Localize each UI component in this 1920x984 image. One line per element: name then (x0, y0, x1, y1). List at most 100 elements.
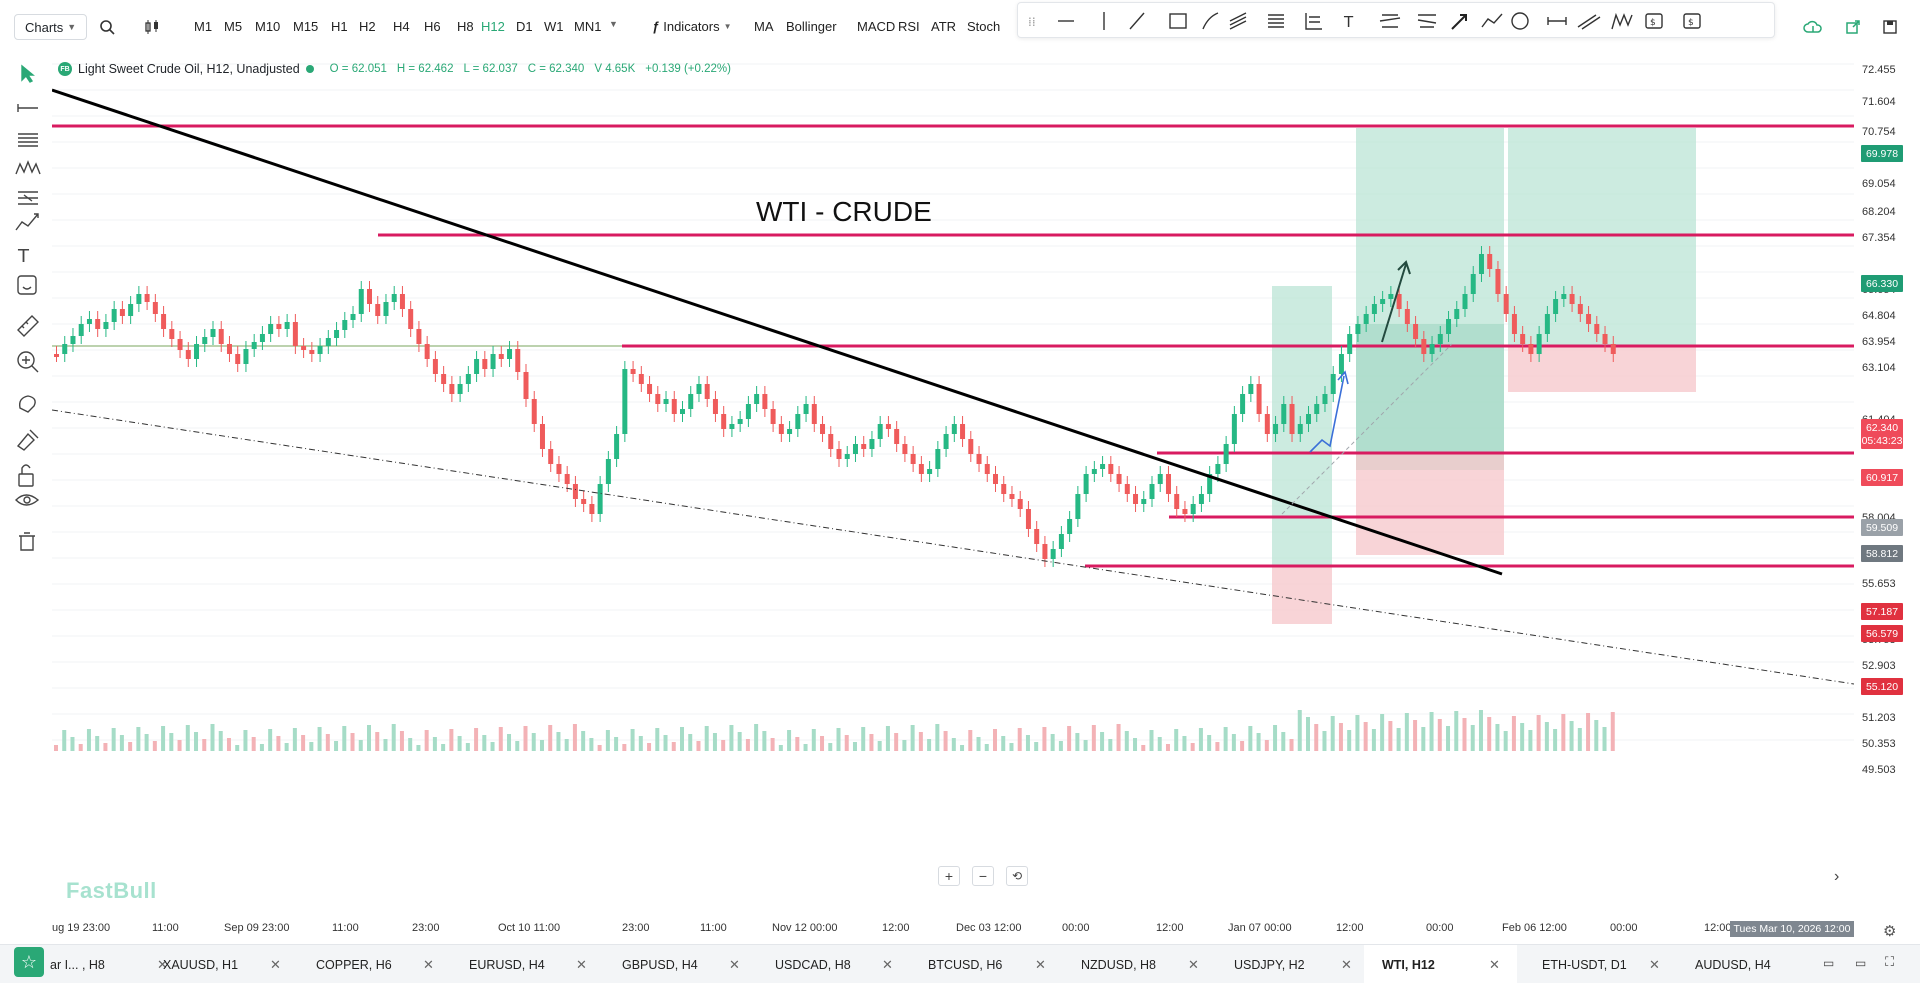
candle-body (572, 484, 578, 499)
volume-bar (762, 731, 767, 751)
cloud-icon[interactable] (1803, 17, 1823, 37)
left-tool-icons[interactable]: T (0, 54, 52, 614)
volume-bar (1594, 720, 1599, 751)
timeframe-h4[interactable]: H4 (393, 19, 410, 34)
candle-type-icon[interactable] (142, 17, 162, 37)
candle-body (943, 434, 949, 449)
volume-bar (539, 740, 544, 751)
indicator-atr[interactable]: ATR (931, 19, 957, 34)
close-icon[interactable]: ✕ (157, 956, 168, 972)
volume-bar (712, 733, 717, 751)
symbol-tab[interactable]: COPPER, H6 ✕ (298, 945, 451, 984)
candle-body (976, 454, 982, 464)
minimize-icon[interactable]: ▭ (1855, 956, 1867, 970)
timeframe-h1[interactable]: H1 (331, 19, 348, 34)
timeframe-mn1[interactable]: MN1 (574, 19, 602, 34)
close-icon[interactable]: ✕ (729, 956, 740, 972)
zoom-out-button[interactable]: − (972, 866, 994, 886)
volume-bar (885, 726, 890, 751)
timeframe-w1[interactable]: W1 (544, 19, 564, 34)
candle-body (704, 384, 710, 399)
symbol-tab[interactable]: ETH-USDT, D1 ✕ (1524, 945, 1677, 984)
volume-bar (1306, 717, 1310, 751)
drawing-tools-icons[interactable]: ⁞⁞ T $ $ (1018, 3, 1776, 39)
volume-bar (1248, 726, 1253, 751)
timeframe-m1[interactable]: M1 (194, 19, 213, 34)
search-icon[interactable] (97, 17, 117, 37)
chart-annotation-text[interactable]: WTI - CRUDE (756, 196, 932, 227)
long-position-stop (1272, 566, 1332, 624)
timeframe-d1[interactable]: D1 (516, 19, 533, 34)
zoom-in-button[interactable]: + (938, 866, 960, 886)
volume-bar (1198, 728, 1203, 751)
symbol-tab[interactable]: USDJPY, H2 ✕ (1216, 945, 1369, 984)
volume-bar (1256, 733, 1261, 751)
symbol-tab[interactable]: XAUUSD, H1 ✕ (145, 945, 298, 984)
candle-body (210, 329, 216, 337)
symbol-tab[interactable]: USDCAD, H8 ✕ (757, 945, 910, 984)
close-icon[interactable]: ✕ (576, 956, 587, 972)
time-axis[interactable]: ug 19 23:00 11:00 Sep 09 23:00 11:00 23:00 Oc… (52, 922, 1854, 942)
price-axis[interactable]: 72.45571.60470.75469.05468.20467.35465.6… (1856, 54, 1920, 934)
symbol-tab[interactable]: BTCUSD, H6 ✕ (910, 945, 1063, 984)
indicator-bollinger[interactable]: Bollinger (786, 19, 837, 34)
volume-bar (1034, 742, 1039, 751)
symbol-tab[interactable]: GBPUSD, H4 ✕ (604, 945, 757, 984)
timeframe-m15[interactable]: M15 (293, 19, 319, 34)
timeframe-more-icon[interactable]: ▼ (609, 19, 618, 29)
fullscreen-icon[interactable]: ⛶ (1885, 954, 1895, 969)
candle-body (259, 334, 265, 342)
volume-bar (1553, 729, 1558, 751)
indicator-ma[interactable]: MA (754, 19, 774, 34)
timeframe-m10[interactable]: M10 (255, 19, 281, 34)
charts-menu-button[interactable]: Charts ▼ (14, 14, 88, 40)
candle-body (663, 399, 669, 404)
scroll-right-icon[interactable]: › (1834, 868, 1840, 885)
close-icon[interactable]: ✕ (1341, 956, 1352, 972)
indicators-button[interactable]: ƒ Indicators ▼ (652, 19, 732, 34)
star-icon[interactable]: ☆ (14, 947, 44, 977)
volume-bar (95, 736, 100, 751)
candle-body (235, 354, 241, 364)
price-tick: 69.054 (1862, 178, 1896, 190)
indicator-stoch[interactable]: Stoch (967, 19, 1001, 34)
save-icon[interactable] (1880, 17, 1900, 37)
symbol-tab[interactable]: AUDUSD, H4 (1677, 945, 1822, 984)
close-icon[interactable]: ✕ (1035, 956, 1046, 972)
candle-body (1429, 344, 1435, 354)
symbol-tab[interactable]: WTI, H12 ✕ (1364, 945, 1517, 984)
close-icon[interactable]: ✕ (423, 956, 434, 972)
close-icon[interactable]: ✕ (1489, 956, 1500, 972)
timeframe-h6[interactable]: H6 (424, 19, 441, 34)
symbol-tab[interactable]: EURUSD, H4 ✕ (451, 945, 604, 984)
time-tick: Jan 07 00:00 (1228, 922, 1292, 934)
share-icon[interactable] (1843, 17, 1863, 37)
close-icon[interactable]: ✕ (270, 956, 281, 972)
timeframe-h12[interactable]: H12 (481, 19, 505, 34)
symbol-title[interactable]: Light Sweet Crude Oil, H12, Unadjusted (78, 62, 300, 76)
close-icon[interactable]: ✕ (1188, 956, 1199, 972)
symbol-tab[interactable]: NZDUSD, H8 ✕ (1063, 945, 1216, 984)
settings-icon[interactable]: ⚙ (1883, 923, 1897, 940)
timeframe-h8[interactable]: H8 (457, 19, 474, 34)
price-tick: 55.653 (1862, 578, 1896, 590)
candle-body (1009, 494, 1015, 499)
candle-body (515, 349, 521, 372)
close-icon[interactable]: ✕ (1649, 956, 1660, 972)
volume-bar (754, 724, 759, 751)
layout-icon[interactable]: ▭ (1823, 956, 1835, 970)
volume-bar (951, 738, 956, 751)
candle-body (910, 454, 916, 464)
volume-bar (457, 736, 462, 751)
symbol-tab[interactable]: ar I... , H8 ✕ (32, 945, 185, 984)
tab-label: XAUUSD, H1 (163, 957, 239, 972)
timeframe-h2[interactable]: H2 (359, 19, 376, 34)
reset-chart-button[interactable]: ⟲ (1006, 866, 1028, 886)
timeframe-m5[interactable]: M5 (224, 19, 243, 34)
price-chart[interactable] (51, 54, 1855, 914)
close-icon[interactable]: ✕ (882, 956, 893, 972)
indicator-macd[interactable]: MACD (857, 19, 896, 34)
volume-bar (1363, 722, 1368, 751)
indicator-rsi[interactable]: RSI (898, 19, 920, 34)
time-tick: ug 19 23:00 (52, 922, 111, 934)
